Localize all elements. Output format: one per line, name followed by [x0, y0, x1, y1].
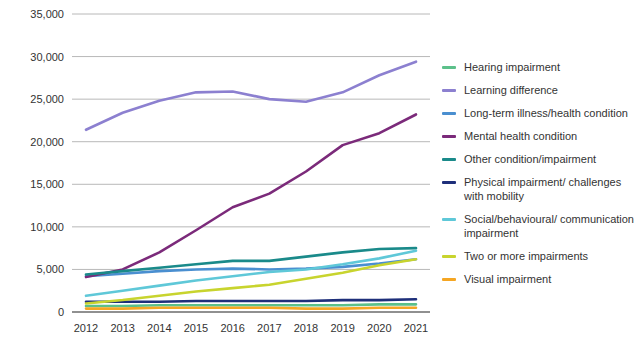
legend-swatch — [442, 112, 456, 115]
legend-label: Long-term illness/health condition — [464, 106, 636, 120]
legend-swatch — [442, 218, 456, 221]
legend-label: Physical impairment/ challenges with mob… — [464, 175, 636, 203]
grid-line — [72, 14, 430, 15]
series-line — [86, 114, 416, 277]
legend-item: Learning difference — [442, 83, 638, 97]
legend-label: Visual impairment — [464, 272, 636, 286]
grid-line — [72, 184, 430, 185]
x-tick-label: 2021 — [404, 322, 428, 334]
series-line — [86, 251, 416, 296]
legend-swatch — [442, 255, 456, 258]
x-tick-label: 2015 — [184, 322, 208, 334]
grid-line — [72, 141, 430, 142]
plot-area — [86, 62, 416, 309]
y-tick-label: 25,000 — [30, 93, 64, 105]
legend-swatch — [442, 158, 456, 161]
legend-item: Other condition/impairment — [442, 152, 638, 166]
x-tick-label: 2012 — [74, 322, 98, 334]
x-tick-label: 2013 — [110, 322, 134, 334]
y-tick-label: 35,000 — [30, 8, 64, 20]
legend-item: Long-term illness/health condition — [442, 106, 638, 120]
x-tick-label: 2018 — [294, 322, 318, 334]
y-tick-label: 0 — [58, 306, 64, 318]
legend-swatch — [442, 89, 456, 92]
y-tick-label: 10,000 — [30, 221, 64, 233]
y-tick-label: 20,000 — [30, 136, 64, 148]
y-tick-label: 5,000 — [36, 263, 64, 275]
legend-item: Two or more impairments — [442, 249, 638, 263]
grid-line — [72, 56, 430, 57]
legend-label: Social/behavioural/ communication impair… — [464, 212, 636, 240]
legend-item: Physical impairment/ challenges with mob… — [442, 175, 638, 203]
series-line — [86, 304, 416, 306]
legend-label: Other condition/impairment — [464, 152, 636, 166]
legend-item: Hearing impairment — [442, 60, 638, 74]
grid-line — [72, 226, 430, 227]
y-tick-label: 30,000 — [30, 51, 64, 63]
x-tick-label: 2020 — [367, 322, 391, 334]
y-tick-label: 15,000 — [30, 178, 64, 190]
series-line — [86, 259, 416, 303]
series-line — [86, 306, 416, 309]
legend-item: Social/behavioural/ communication impair… — [442, 212, 638, 240]
legend-swatch — [442, 181, 456, 184]
legend-item: Visual impairment — [442, 272, 638, 286]
x-axis — [72, 311, 430, 312]
legend-swatch — [442, 66, 456, 69]
legend-label: Learning difference — [464, 83, 636, 97]
legend-label: Mental health condition — [464, 129, 636, 143]
legend-item: Mental health condition — [442, 129, 638, 143]
x-tick-label: 2014 — [147, 322, 171, 334]
grid-line — [72, 99, 430, 100]
legend-swatch — [442, 278, 456, 281]
legend-swatch — [442, 135, 456, 138]
legend: Hearing impairment Learning difference Lon… — [442, 60, 638, 286]
x-tick-label: 2019 — [330, 322, 354, 334]
legend-label: Hearing impairment — [464, 60, 636, 74]
series-line — [86, 62, 416, 130]
x-tick-label: 2016 — [220, 322, 244, 334]
x-tick-label: 2017 — [257, 322, 281, 334]
legend-label: Two or more impairments — [464, 249, 636, 263]
